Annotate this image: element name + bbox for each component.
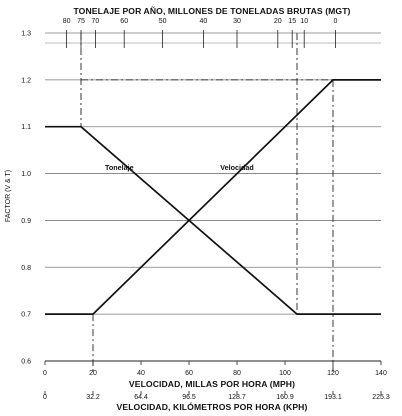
x2-tick-label: 128.7 <box>228 394 246 401</box>
x-tick-label: 100 <box>279 370 291 377</box>
series-line-velocidad <box>45 79 381 315</box>
x2-tick-label: 64.4 <box>134 394 148 401</box>
x2-tick-label: 32.2 <box>86 394 100 401</box>
y-tick-label: 0.9 <box>21 218 31 225</box>
top-tick-label: 60 <box>120 18 128 25</box>
x-tick-label: 120 <box>327 370 339 377</box>
x2-tick-label: 225.3 <box>372 394 390 401</box>
y-tick-label: 0.7 <box>21 312 31 319</box>
x2-tick-label: 193.1 <box>324 394 342 401</box>
top-tick-label: 15 <box>288 18 296 25</box>
y-tick-label: 1.3 <box>21 31 31 38</box>
top-tick-label: 40 <box>200 18 208 25</box>
y-axis-title: FACTOR (V & T) <box>5 170 12 222</box>
x-tick-label: 20 <box>89 370 97 377</box>
top-tick-label: 30 <box>233 18 241 25</box>
series-label-tonelaje: Tonelaje <box>105 163 134 172</box>
y-tick-label: 0.8 <box>21 265 31 272</box>
y-tick-label: 1.0 <box>21 171 31 178</box>
x-tick-label: 60 <box>185 370 193 377</box>
top-tick-label: 10 <box>300 18 308 25</box>
top-tick-label: 0 <box>333 18 337 25</box>
series-label-velocidad: Velocidad <box>220 163 254 172</box>
x-tick-label: 80 <box>233 370 241 377</box>
y-tick-label: 1.1 <box>21 124 31 131</box>
x2-tick-label: 96.5 <box>182 394 196 401</box>
y-tick-label: 0.6 <box>21 359 31 366</box>
x-axis-title: VELOCIDAD, MILLAS POR HORA (MPH) <box>129 379 295 389</box>
x-tick-label: 40 <box>137 370 145 377</box>
x-tick-label: 0 <box>43 370 47 377</box>
top-tick-label: 70 <box>92 18 100 25</box>
top-axis-title: TONELAJE POR AÑO, MILLONES DE TONELADAS … <box>73 6 350 16</box>
x2-tick-label: 0 <box>43 394 47 401</box>
top-tick-label: 50 <box>159 18 167 25</box>
x2-axis-title: VELOCIDAD, KILÓMETROS POR HORA (KPH) <box>117 401 308 412</box>
x2-tick-label: 160.9 <box>276 394 294 401</box>
plot-area: 1.3 1.2 1.1 1.0 0.9 0.8 0.7 0.6 0 0 20 32.2 40 64.4 60… <box>21 18 390 401</box>
top-tick-label: 75 <box>77 18 85 25</box>
top-tick-label: 20 <box>274 18 282 25</box>
top-tick-label: 80 <box>63 18 71 25</box>
y-tick-label: 1.2 <box>21 77 31 84</box>
x-tick-label: 140 <box>375 370 387 377</box>
